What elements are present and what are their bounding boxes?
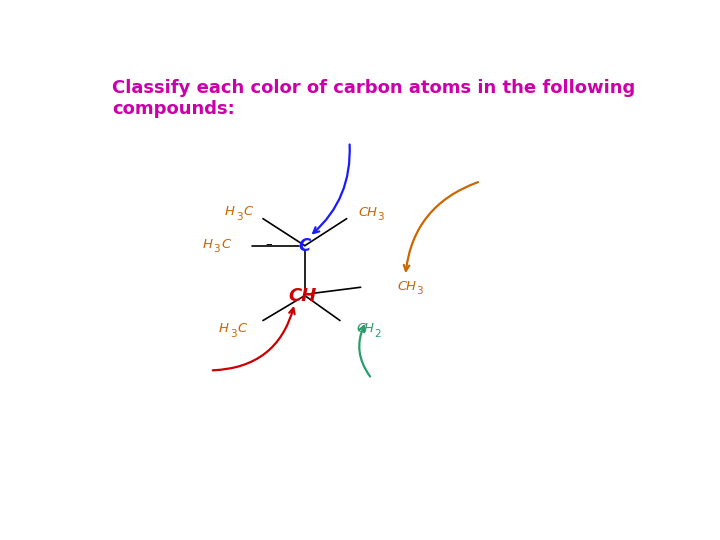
Text: C: C	[221, 238, 230, 251]
Text: 3: 3	[213, 245, 220, 254]
Text: C: C	[356, 322, 365, 335]
FancyArrowPatch shape	[313, 145, 350, 233]
Text: 3: 3	[377, 212, 384, 222]
Text: H: H	[364, 322, 374, 335]
Text: C: C	[398, 280, 407, 293]
Text: –: –	[265, 238, 272, 251]
FancyArrowPatch shape	[212, 308, 294, 370]
Text: Classify each color of carbon atoms in the following: Classify each color of carbon atoms in t…	[112, 79, 636, 97]
Text: CH: CH	[288, 287, 316, 305]
Text: C: C	[243, 205, 253, 218]
FancyArrowPatch shape	[404, 182, 478, 271]
Text: H: H	[202, 238, 212, 251]
Text: H: H	[219, 322, 229, 335]
Text: H: H	[366, 206, 377, 219]
Text: 3: 3	[235, 212, 243, 221]
Text: 3: 3	[230, 329, 237, 339]
Text: C: C	[359, 206, 368, 219]
Text: C: C	[238, 322, 247, 335]
Text: H: H	[406, 280, 416, 293]
Text: 3: 3	[416, 286, 423, 296]
Text: C: C	[299, 237, 311, 255]
Text: 2: 2	[374, 329, 381, 339]
Text: compounds:: compounds:	[112, 100, 235, 118]
Text: H: H	[225, 205, 235, 218]
FancyArrowPatch shape	[359, 326, 370, 376]
